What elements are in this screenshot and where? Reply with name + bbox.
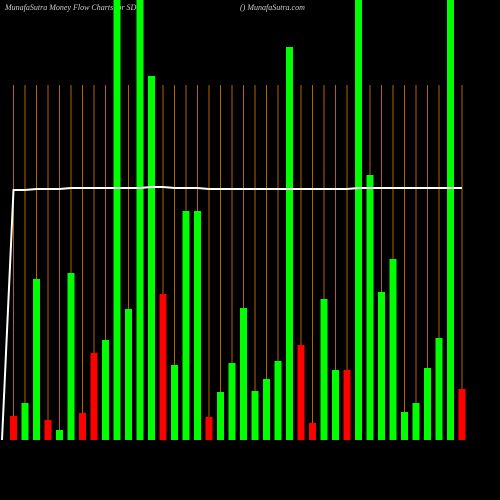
bar [366, 175, 374, 440]
bar [182, 211, 190, 440]
chart-subtitle: () MunafaSutra.com [240, 3, 305, 12]
bar [274, 361, 282, 440]
bar [33, 279, 40, 440]
bar [148, 76, 155, 440]
bar [424, 368, 431, 440]
bar [171, 365, 178, 440]
bar [435, 338, 443, 440]
bar [228, 363, 236, 440]
bar [401, 412, 408, 440]
bar [159, 294, 167, 440]
bar [21, 403, 29, 440]
bar [389, 259, 397, 440]
chart-title: MunafaSutra Money Flow Charts for SDSI [4, 3, 143, 12]
bar [343, 370, 351, 440]
bar [286, 47, 293, 440]
bar [297, 345, 305, 440]
bar [447, 0, 454, 440]
bar [90, 353, 98, 440]
bar [240, 308, 247, 440]
bar [217, 392, 224, 440]
bar [332, 370, 339, 440]
bar [56, 430, 63, 440]
bar [309, 423, 316, 440]
bar [113, 0, 121, 440]
bar [378, 292, 385, 440]
bar [251, 391, 259, 440]
money-flow-line [1, 186, 462, 441]
bar [194, 211, 201, 440]
bar [102, 340, 109, 440]
bar [412, 403, 420, 440]
bar [205, 417, 213, 440]
bar [263, 379, 270, 440]
bar [67, 273, 75, 440]
bar [355, 0, 362, 440]
bar [44, 420, 52, 440]
bar [136, 0, 144, 440]
bar [458, 389, 466, 440]
bar [10, 416, 17, 440]
bar [79, 413, 86, 440]
bar [125, 309, 132, 440]
bar [320, 299, 328, 440]
